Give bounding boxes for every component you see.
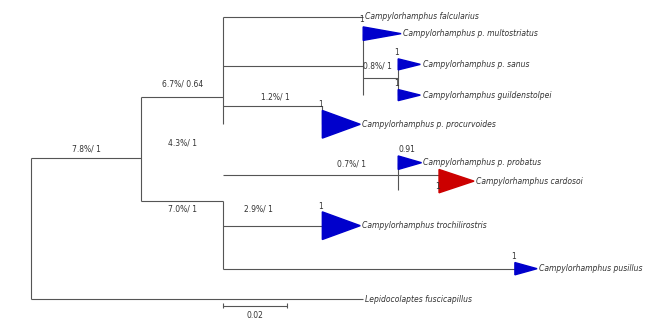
Text: Campylorhamphus falcularius: Campylorhamphus falcularius (365, 12, 479, 21)
Text: Campylorhamphus trochilirostris: Campylorhamphus trochilirostris (362, 221, 487, 230)
Polygon shape (398, 90, 421, 100)
Text: 1: 1 (318, 100, 323, 109)
Text: 1: 1 (435, 182, 439, 191)
Text: 1: 1 (511, 253, 515, 262)
Polygon shape (363, 27, 401, 40)
Polygon shape (398, 156, 421, 169)
Text: Campylorhamphus p. probatus: Campylorhamphus p. probatus (423, 158, 541, 167)
Text: Campylorhamphus p. sanus: Campylorhamphus p. sanus (422, 60, 529, 69)
Text: 6.7%/ 0.64: 6.7%/ 0.64 (162, 80, 203, 89)
Text: 7.8%/ 1: 7.8%/ 1 (72, 144, 101, 153)
Text: Campylorhamphus p. procurvoides: Campylorhamphus p. procurvoides (362, 120, 496, 129)
Text: 1: 1 (359, 15, 364, 24)
Text: Campylorhamphus cardosoi: Campylorhamphus cardosoi (476, 177, 582, 186)
Text: 1: 1 (394, 48, 399, 57)
Text: Campylorhamphus p. multostriatus: Campylorhamphus p. multostriatus (403, 29, 538, 38)
Polygon shape (439, 169, 474, 193)
Polygon shape (398, 59, 421, 70)
Polygon shape (322, 110, 360, 138)
Text: Campylorhamphus guildenstolpei: Campylorhamphus guildenstolpei (422, 91, 551, 100)
Text: 0.02: 0.02 (247, 311, 264, 320)
Text: 7.0%/ 1: 7.0%/ 1 (168, 204, 197, 213)
Text: 0.8%/ 1: 0.8%/ 1 (363, 62, 392, 71)
Text: 0.7%/ 1: 0.7%/ 1 (337, 160, 366, 169)
Polygon shape (515, 263, 537, 275)
Text: 1: 1 (318, 202, 323, 211)
Polygon shape (322, 212, 360, 239)
Text: 2.9%/ 1: 2.9%/ 1 (244, 204, 272, 213)
Text: Lepidocolaptes fuscicapillus: Lepidocolaptes fuscicapillus (365, 295, 472, 304)
Text: 1.2%/ 1: 1.2%/ 1 (261, 92, 290, 101)
Text: 0.91: 0.91 (398, 145, 415, 154)
Text: 1: 1 (394, 79, 399, 88)
Text: 4.3%/ 1: 4.3%/ 1 (168, 138, 197, 147)
Text: Campylorhamphus pusillus: Campylorhamphus pusillus (539, 264, 642, 273)
